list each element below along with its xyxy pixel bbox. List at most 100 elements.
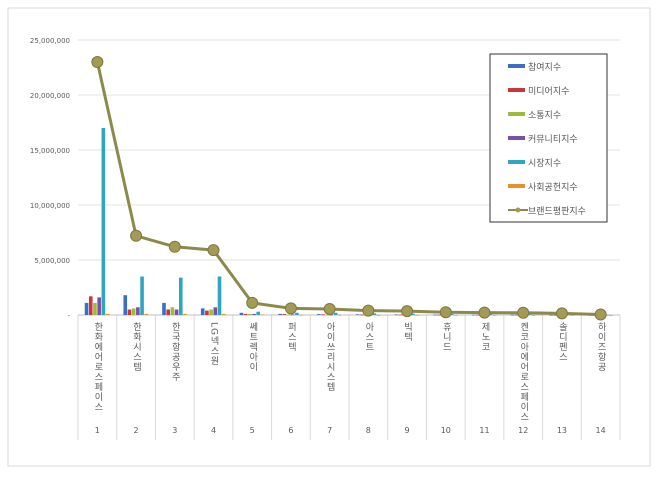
category-label: 한국항공우주 bbox=[170, 322, 180, 382]
bar-사회공헌지수 bbox=[338, 314, 342, 316]
line-marker bbox=[91, 56, 104, 68]
bar-커뮤니티지수 bbox=[252, 313, 256, 315]
bar-참여지수 bbox=[471, 314, 476, 316]
bar-참여지수 bbox=[123, 295, 128, 315]
bar-미디어지수 bbox=[243, 313, 248, 315]
legend-swatch-icon bbox=[508, 112, 525, 116]
bar-사회공헌지수 bbox=[260, 314, 265, 316]
line-marker bbox=[323, 302, 336, 315]
line-marker bbox=[362, 304, 375, 317]
line-marker bbox=[207, 244, 220, 257]
legend-swatch-icon bbox=[508, 184, 525, 188]
y-tick-label: 20,000,000 bbox=[30, 92, 70, 100]
bar-참여지수 bbox=[162, 302, 166, 315]
bar-미디어지수 bbox=[437, 314, 441, 316]
line-marker bbox=[594, 308, 607, 321]
line-marker bbox=[130, 229, 143, 242]
bar-미디어지수 bbox=[127, 309, 132, 315]
bar-사회공헌지수 bbox=[299, 314, 303, 316]
bar-사회공헌지수 bbox=[492, 314, 497, 316]
rank-label: 12 bbox=[518, 426, 528, 435]
bar-사회공헌지수 bbox=[609, 314, 613, 316]
legend-label: 커뮤니티지수 bbox=[528, 134, 578, 145]
legend-label: 시장지수 bbox=[528, 158, 561, 169]
legend-swatch-icon bbox=[508, 160, 525, 164]
bar-참여지수 bbox=[200, 308, 205, 315]
bar-사회공헌지수 bbox=[144, 313, 149, 315]
rank-label: 9 bbox=[405, 426, 410, 435]
bar-사회공헌지수 bbox=[105, 313, 110, 315]
bar-커뮤니티지수 bbox=[97, 297, 101, 315]
category-label: 빅텍 bbox=[402, 322, 412, 342]
rank-label: 1 bbox=[95, 426, 100, 435]
bar-참여지수 bbox=[355, 314, 360, 316]
legend-swatch-icon bbox=[508, 64, 525, 68]
category-label: 솔디펜스 bbox=[557, 322, 567, 362]
bar-시장지수 bbox=[217, 276, 222, 315]
bar-사회공헌지수 bbox=[454, 314, 458, 316]
rank-label: 4 bbox=[211, 426, 216, 435]
category-label: LG넥스원 bbox=[209, 322, 219, 366]
bar-소통지수 bbox=[286, 314, 291, 316]
bar-커뮤니티지수 bbox=[174, 309, 179, 315]
bar-미디어지수 bbox=[553, 314, 558, 316]
bar-미디어지수 bbox=[476, 314, 480, 316]
bar-소통지수 bbox=[170, 307, 175, 315]
rank-label: 10 bbox=[441, 426, 451, 435]
bar-시장지수 bbox=[372, 313, 377, 315]
line-marker bbox=[246, 296, 259, 309]
y-tick-label: - bbox=[67, 312, 70, 320]
category-label: 아스트 bbox=[363, 322, 373, 352]
legend-swatch-icon bbox=[508, 88, 525, 92]
legend-label: 사회공헌지수 bbox=[528, 182, 578, 193]
bar-참여지수 bbox=[510, 314, 515, 316]
rank-label: 5 bbox=[250, 426, 255, 435]
line-marker bbox=[517, 306, 530, 319]
bar-미디어지수 bbox=[282, 314, 287, 315]
bar-소통지수 bbox=[209, 309, 213, 315]
rank-label: 3 bbox=[172, 426, 177, 435]
bar-사회공헌지수 bbox=[376, 314, 381, 316]
bar-미디어지수 bbox=[359, 314, 364, 316]
category-label: 한화에어로스페이스 bbox=[92, 322, 102, 412]
line-marker bbox=[401, 305, 414, 318]
bar-미디어지수 bbox=[398, 314, 403, 316]
bar-사회공헌지수 bbox=[415, 314, 420, 316]
legend-label: 소통지수 bbox=[528, 110, 561, 121]
rank-label: 13 bbox=[557, 426, 567, 435]
y-tick-label: 10,000,000 bbox=[30, 202, 70, 210]
bar-참여지수 bbox=[239, 312, 244, 315]
category-label: 하이즈항공 bbox=[596, 322, 606, 372]
y-tick-label: 5,000,000 bbox=[34, 257, 70, 265]
bar-사회공헌지수 bbox=[531, 314, 536, 316]
rank-label: 7 bbox=[327, 426, 332, 435]
bar-참여지수 bbox=[278, 313, 282, 315]
category-label: 한화시스템 bbox=[131, 322, 141, 372]
category-label: 켄코아에어로스페이스 bbox=[518, 322, 528, 422]
bar-커뮤니티지수 bbox=[290, 314, 295, 316]
bar-커뮤니티지수 bbox=[329, 314, 334, 316]
bar-참여지수 bbox=[549, 314, 553, 316]
bar-소통지수 bbox=[93, 302, 97, 315]
rank-label: 11 bbox=[479, 426, 489, 435]
category-label: 아이쓰리시스템 bbox=[325, 322, 335, 392]
rank-label: 2 bbox=[134, 426, 139, 435]
bar-커뮤니티지수 bbox=[213, 307, 218, 315]
bar-사회공헌지수 bbox=[183, 313, 187, 315]
bar-소통지수 bbox=[248, 313, 252, 315]
y-tick-label: 15,000,000 bbox=[30, 147, 70, 155]
bar-시장지수 bbox=[604, 314, 609, 316]
bar-미디어지수 bbox=[88, 296, 93, 315]
legend-label: 미디어지수 bbox=[528, 86, 569, 97]
bar-커뮤니티지수 bbox=[136, 307, 140, 315]
bar-미디어지수 bbox=[205, 310, 209, 315]
category-label: 쎄트렉아이 bbox=[247, 322, 257, 372]
rank-label: 6 bbox=[288, 426, 293, 435]
bar-참여지수 bbox=[317, 314, 321, 315]
bar-소통지수 bbox=[325, 314, 330, 316]
bar-미디어지수 bbox=[514, 314, 519, 316]
bar-사회공헌지수 bbox=[570, 314, 574, 316]
line-marker bbox=[284, 302, 297, 315]
